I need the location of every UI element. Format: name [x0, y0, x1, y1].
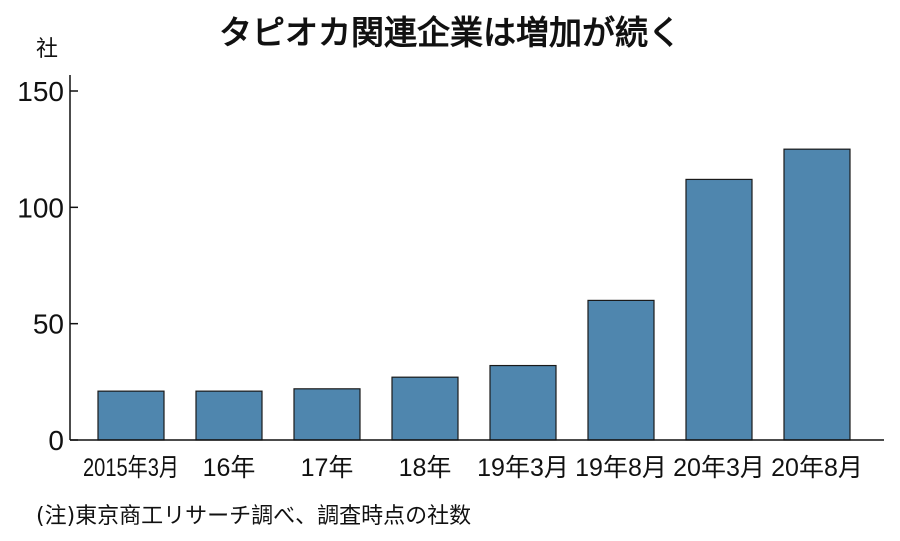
y-tick-label: 100 [17, 192, 64, 223]
bar [685, 178, 753, 441]
y-axis-unit: 社 [36, 37, 58, 62]
x-tick-label: 20年3月 [673, 454, 765, 482]
bar [489, 364, 557, 441]
bar [195, 390, 263, 441]
y-axis-ticks: 0 50 100 150 [17, 76, 78, 456]
y-tick-label: 150 [17, 76, 64, 107]
bar [97, 390, 165, 441]
x-tick-label: 16年 [203, 454, 256, 482]
x-tick-label: 17年 [301, 454, 354, 482]
bar [783, 148, 851, 441]
chart-title: タピオカ関連企業は増加が続く [219, 13, 681, 52]
bars [97, 148, 851, 441]
y-tick-label: 50 [33, 309, 64, 340]
x-tick-label: 2015年3月 [83, 454, 179, 482]
bar [587, 299, 655, 441]
x-axis-ticks: 2015年3月 16年 17年 18年 19年3月 19年8月 20年3月 20年8月 [83, 454, 863, 482]
x-tick-label: 19年8月 [575, 454, 667, 482]
y-tick-label: 0 [48, 425, 64, 456]
x-tick-label: 18年 [399, 454, 452, 482]
x-tick-label: 19年3月 [477, 454, 569, 482]
bar [293, 388, 361, 441]
x-tick-label: 20年8月 [771, 454, 863, 482]
source-note: (注)東京商工リサーチ調べ、調査時点の社数 [36, 504, 471, 529]
bar [391, 376, 459, 441]
